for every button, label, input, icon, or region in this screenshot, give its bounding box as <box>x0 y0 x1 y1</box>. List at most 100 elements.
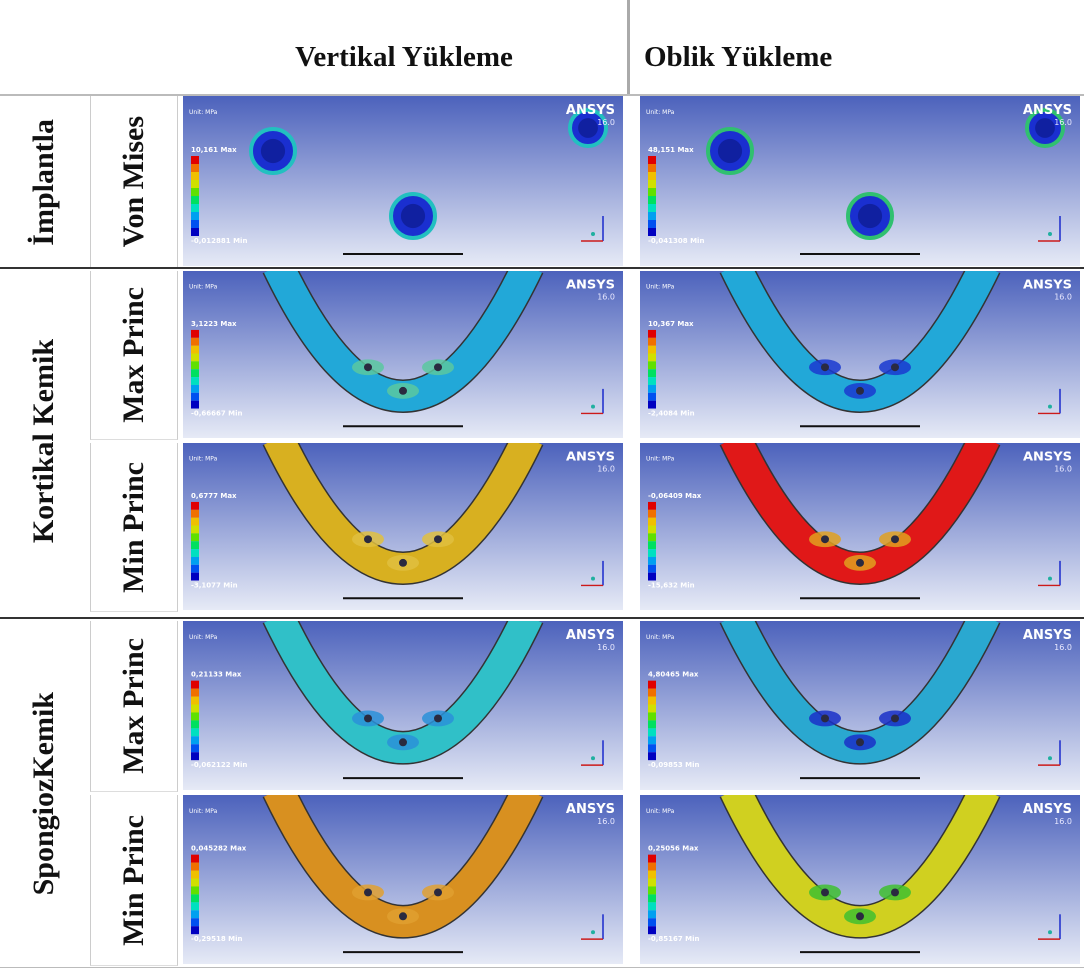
implant-hole <box>891 714 899 723</box>
legend-swatch <box>648 172 656 180</box>
implant-hole <box>856 386 864 395</box>
legend-swatch <box>191 329 199 338</box>
legend-swatch <box>191 720 199 729</box>
legend-swatch <box>648 392 656 401</box>
legend-swatch <box>191 228 199 236</box>
unit: Unit: MPa <box>189 284 218 291</box>
legend-swatch <box>648 353 656 362</box>
implant-core <box>260 138 286 164</box>
legend-swatch <box>191 910 199 919</box>
axis-y <box>591 576 595 581</box>
bottom-rule <box>0 967 1084 968</box>
implant-hole <box>364 714 372 723</box>
legend-swatch <box>648 369 656 378</box>
ansys-version: 16.0 <box>1054 465 1072 474</box>
legend-swatch <box>648 525 656 534</box>
legend-swatch <box>191 204 199 212</box>
legend-swatch <box>648 384 656 393</box>
legend-swatch <box>648 926 656 935</box>
legend-swatch <box>191 564 199 573</box>
background <box>183 621 623 790</box>
row-label-text: Min Princ <box>117 814 150 946</box>
ansys-version: 16.0 <box>597 643 615 652</box>
legend-swatch <box>648 541 656 550</box>
legend-swatch <box>191 164 199 172</box>
legend-max: 3,1223 Max <box>191 320 237 328</box>
result-image: Unit: MPa 0,25056 Max -0,85167 Min ANSYS16.… <box>640 795 1080 964</box>
result-image: Unit: MPa 0,21133 Max -0,062122 Min ANSYS16… <box>183 621 623 790</box>
legend-swatch <box>191 501 199 510</box>
legend-min: -15,632 Min <box>648 581 695 589</box>
legend-swatch <box>191 549 199 557</box>
implant-hole <box>399 386 407 395</box>
legend-swatch <box>648 712 656 721</box>
legend-swatch <box>191 172 199 180</box>
row-label: Max Princ <box>90 271 178 440</box>
implant-hole <box>821 888 829 897</box>
legend-max: 4,80465 Max <box>648 671 699 679</box>
legend-swatch <box>191 572 199 581</box>
implant-hole <box>434 714 442 723</box>
group-label-text: Kortikal Kemik <box>27 339 60 544</box>
implant-hole <box>856 558 864 567</box>
ansys-logo: ANSYS <box>566 628 615 643</box>
ansys-logo: ANSYS <box>1023 103 1072 118</box>
unit: Unit: MPa <box>646 109 675 116</box>
legend-swatch <box>191 212 199 220</box>
legend-max: 0,21133 Max <box>191 671 242 679</box>
legend-swatch <box>191 870 199 879</box>
legend-min: -2,4084 Min <box>648 409 695 417</box>
implant-hole <box>364 363 372 372</box>
legend-min: -0,66667 Min <box>191 409 243 417</box>
legend-max: 48,151 Max <box>648 146 694 154</box>
legend-swatch <box>648 736 656 745</box>
legend-max: 0,6777 Max <box>191 492 237 500</box>
ansys-logo: ANSYS <box>1023 802 1072 817</box>
row-label: Min Princ <box>90 443 178 612</box>
legend-swatch <box>648 180 656 188</box>
legend-swatch <box>191 220 199 228</box>
legend-max: 0,25056 Max <box>648 845 699 853</box>
legend-swatch <box>191 556 199 565</box>
axis-y <box>1048 232 1052 236</box>
legend-max: 10,161 Max <box>191 146 237 154</box>
legend-swatch <box>191 894 199 903</box>
legend-min: -0,29518 Min <box>191 935 243 943</box>
legend-swatch <box>648 886 656 895</box>
legend-swatch <box>191 377 199 385</box>
implant-hole <box>891 363 899 372</box>
legend-max: 0,045282 Max <box>191 845 247 853</box>
axis-y <box>591 404 595 409</box>
implant-core <box>717 138 743 164</box>
legend-swatch <box>648 680 656 689</box>
axis-y <box>1048 404 1052 409</box>
axis-y <box>1048 756 1052 761</box>
ansys-version: 16.0 <box>1054 293 1072 302</box>
row-label: Min Princ <box>90 795 178 966</box>
ansys-logo: ANSYS <box>1023 278 1072 293</box>
legend-swatch <box>191 525 199 534</box>
ansys-logo: ANSYS <box>566 450 615 465</box>
legend-swatch <box>191 918 199 927</box>
result-image: Unit: MPa 4,80465 Max -0,09853 Min ANSYS16.… <box>640 621 1080 790</box>
legend-swatch <box>191 688 199 697</box>
implant-hole <box>821 363 829 372</box>
legend-swatch <box>648 337 656 346</box>
implant-hole <box>364 535 372 544</box>
legend-swatch <box>191 712 199 721</box>
group-label-text: İmplantla <box>27 118 60 246</box>
unit: Unit: MPa <box>646 634 675 641</box>
legend-swatch <box>648 728 656 737</box>
ansys-version: 16.0 <box>1054 643 1072 652</box>
unit: Unit: MPa <box>646 456 675 463</box>
legend-min: -0,012881 Min <box>191 237 247 245</box>
legend-swatch <box>648 156 656 164</box>
background <box>183 795 623 964</box>
implant-core <box>857 203 883 229</box>
legend-swatch <box>191 862 199 871</box>
legend-swatch <box>648 862 656 871</box>
implant-hole <box>891 888 899 897</box>
axis-y <box>591 930 595 935</box>
ansys-version: 16.0 <box>1054 118 1072 127</box>
